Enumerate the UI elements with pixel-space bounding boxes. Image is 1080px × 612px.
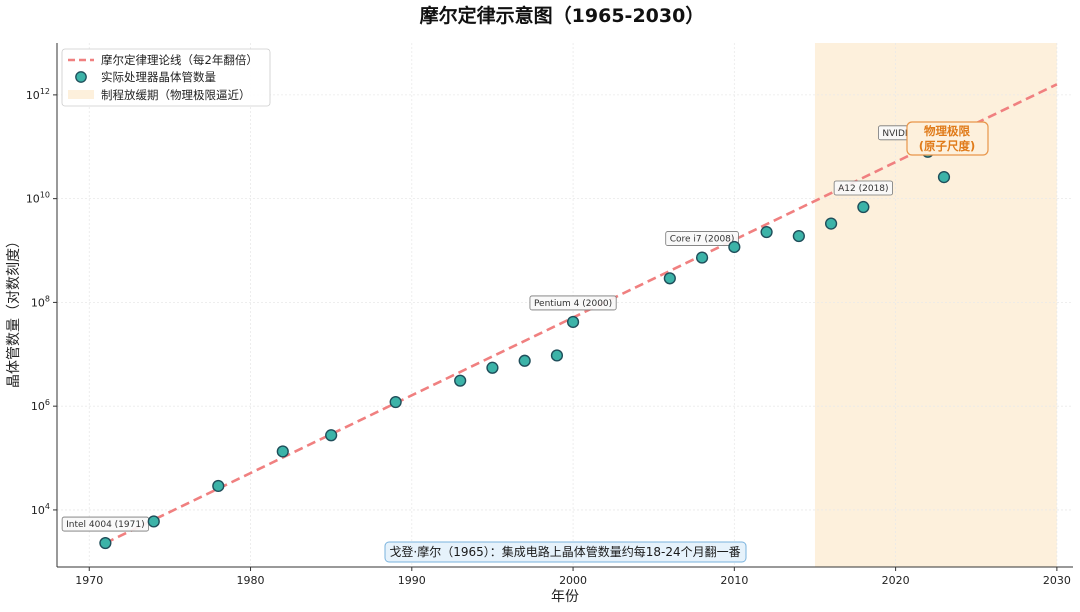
data-point xyxy=(566,315,580,329)
y-tick-label: 1012 xyxy=(26,87,50,102)
physical-limit-box xyxy=(906,121,989,156)
annotation-box xyxy=(833,180,893,196)
annotation: Intel 4004 (1971) xyxy=(61,516,150,532)
x-tick-label: 1990 xyxy=(398,574,426,587)
data-point xyxy=(857,200,870,214)
annotation: A12 (2018) xyxy=(833,180,893,196)
data-point xyxy=(937,171,951,184)
data-point xyxy=(518,354,531,367)
x-tick-label: 1980 xyxy=(237,574,265,587)
data-point xyxy=(486,361,499,374)
physical-limit-line-2: (原子尺度) xyxy=(919,139,976,153)
data-point xyxy=(550,349,564,362)
x-axis-label: 年份 xyxy=(551,589,579,605)
data-point xyxy=(792,229,805,243)
y-tick-label: 104 xyxy=(31,502,50,517)
data-point xyxy=(824,217,838,230)
legend-trend-label: 摩尔定律理论线（每2年翻倍） xyxy=(101,53,258,67)
x-tick-label: 2000 xyxy=(559,574,587,587)
data-points xyxy=(99,137,951,550)
y-tick-label: 1010 xyxy=(26,191,50,206)
x-tick-label: 1970 xyxy=(75,574,103,587)
physical-limit-line-1: 物理极限 xyxy=(924,124,970,138)
y-tick-label: 108 xyxy=(31,294,50,309)
annotation-box xyxy=(529,295,617,311)
legend-points-label: 实际处理器晶体管数量 xyxy=(101,70,216,84)
y-tick-label: 106 xyxy=(31,398,50,413)
annotation-label: Intel 4004 (1971) xyxy=(66,520,144,530)
moores-law-trend-line xyxy=(104,83,1058,545)
data-point xyxy=(212,479,225,493)
x-tick-label: 2030 xyxy=(1043,574,1071,587)
data-point xyxy=(728,240,741,254)
legend-shade-label: 制程放缓期（物理极限逼近） xyxy=(101,88,251,102)
data-point xyxy=(276,445,289,458)
physical-limit-label: 物理极限 (原子尺度) xyxy=(906,121,989,156)
annotation-label: Pentium 4 (2000) xyxy=(534,299,612,309)
data-point xyxy=(147,515,160,528)
moore-quote-text: 戈登·摩尔（1965）：集成电路上晶体管数量约每18-24个月翻一番 xyxy=(389,544,740,559)
data-point xyxy=(695,251,709,264)
annotation-box xyxy=(665,231,739,246)
annotation: Pentium 4 (2000) xyxy=(529,295,617,311)
data-point xyxy=(663,272,676,285)
data-point xyxy=(389,395,402,409)
annotation-label: A12 (2018) xyxy=(838,184,888,194)
annotation: Core i7 (2008) xyxy=(665,231,739,246)
legend-box xyxy=(61,48,271,107)
data-point xyxy=(760,225,773,239)
data-point xyxy=(454,374,467,387)
x-tick-label: 2010 xyxy=(720,574,748,587)
legend-points-swatch xyxy=(75,71,87,83)
data-point xyxy=(325,429,338,442)
legend-shade-swatch xyxy=(68,90,94,99)
moore-quote-note: 戈登·摩尔（1965）：集成电路上晶体管数量约每18-24个月翻一番 xyxy=(384,541,747,563)
x-tick-label: 2020 xyxy=(882,574,910,587)
annotation-label: Core i7 (2008) xyxy=(670,235,735,245)
legend: 摩尔定律理论线（每2年翻倍） 实际处理器晶体管数量 制程放缓期（物理极限逼近） xyxy=(61,48,271,107)
data-point xyxy=(99,536,112,550)
chart-title: 摩尔定律示意图（1965-2030） xyxy=(420,4,705,27)
moore-quote-box xyxy=(384,541,747,563)
y-ticks: 104 106 108 1010 1012 xyxy=(26,87,57,517)
x-ticks: 1970 1980 1990 2000 2010 2020 2030 xyxy=(75,567,1071,587)
y-axis-label: 晶体管数量（对数刻度） xyxy=(6,234,22,388)
